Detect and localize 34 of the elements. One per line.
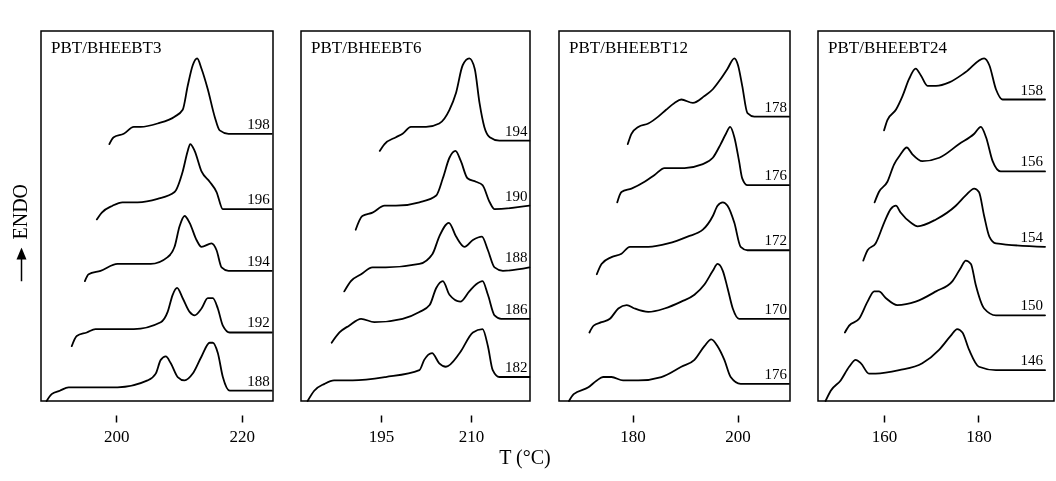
x-tick-label: 210: [458, 426, 485, 446]
series-label: 190: [504, 187, 528, 204]
series-label: 192: [247, 314, 270, 331]
series-label: 188: [504, 249, 528, 266]
chart-title: PBT/BHEEBT3: [51, 38, 162, 57]
series-label: 194: [247, 252, 271, 269]
series-label: 170: [764, 300, 787, 317]
x-tick-label: 180: [620, 426, 646, 446]
series-label: 158: [1020, 81, 1044, 98]
series-label: 154: [1020, 228, 1044, 245]
y-axis-title: ENDO: [8, 183, 31, 240]
x-axis-title: T (°C): [498, 446, 552, 469]
series-label: 178: [764, 98, 787, 115]
x-tick-label: 180: [966, 426, 992, 446]
x-tick-label: 200: [103, 426, 130, 446]
series-label: 176: [764, 365, 788, 382]
series-label: 146: [1020, 352, 1044, 369]
chart-title: PBT/BHEEBT12: [569, 38, 689, 57]
x-tick-label: 200: [725, 426, 751, 446]
series-label: 194: [504, 122, 528, 139]
x-tick-label: 160: [871, 426, 898, 446]
series-label: 182: [504, 359, 528, 376]
x-tick-label: 195: [368, 426, 395, 446]
series-label: 156: [1020, 153, 1044, 170]
series-label: 198: [247, 115, 270, 132]
chart-title: PBT/BHEEBT6: [311, 38, 422, 57]
series-label: 196: [247, 191, 271, 208]
series-label: 176: [764, 167, 788, 184]
x-tick-label: 220: [229, 426, 255, 446]
series-label: 186: [504, 300, 528, 317]
series-label: 188: [247, 372, 270, 389]
chart-title: PBT/BHEEBT24: [828, 38, 948, 57]
series-label: 172: [764, 232, 787, 249]
series-label: 150: [1020, 297, 1044, 314]
